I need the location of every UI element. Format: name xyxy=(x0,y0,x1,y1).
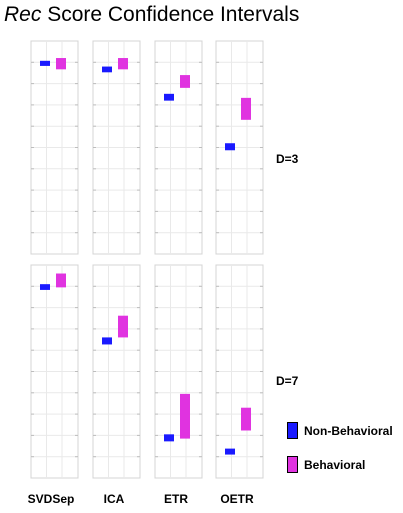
row-label-d7: D=7 xyxy=(276,374,299,388)
legend-label-nonbehavioral: Non-Behavioral xyxy=(304,423,393,438)
row-label-d3: D=3 xyxy=(276,152,299,166)
interval-bar-behavioral-oetr-d7 xyxy=(241,407,251,431)
col-label-svdsep: SVDSep xyxy=(27,492,75,506)
chart-title: Rec Score Confidence Intervals xyxy=(4,3,299,27)
interval-bar-behavioral-ica-d7 xyxy=(118,315,128,338)
interval-bar-nonbehavioral-svdsep-d3 xyxy=(40,60,50,66)
interval-bar-nonbehavioral-etr-d7 xyxy=(164,434,174,442)
chart-title-rest: Score Confidence Intervals xyxy=(41,3,300,26)
interval-bar-behavioral-etr-d7 xyxy=(180,393,190,439)
legend-swatch-nonbehavioral xyxy=(287,422,298,439)
col-label-oetr: OETR xyxy=(220,492,254,506)
chart-title-italic: Rec xyxy=(4,3,42,26)
col-label-etr: ETR xyxy=(164,492,188,506)
interval-bar-nonbehavioral-oetr-d3 xyxy=(225,143,235,151)
interval-bar-nonbehavioral-svdsep-d7 xyxy=(40,284,50,290)
interval-bar-nonbehavioral-ica-d7 xyxy=(102,337,112,345)
legend-swatch-behavioral xyxy=(287,456,298,473)
interval-bar-nonbehavioral-ica-d3 xyxy=(102,66,112,73)
interval-bar-behavioral-svdsep-d3 xyxy=(56,58,66,70)
interval-bar-nonbehavioral-oetr-d7 xyxy=(225,448,235,455)
interval-bar-behavioral-etr-d3 xyxy=(180,75,190,88)
col-label-ica: ICA xyxy=(103,492,125,506)
interval-bar-behavioral-oetr-d3 xyxy=(241,97,251,120)
interval-bar-behavioral-ica-d3 xyxy=(118,58,128,70)
legend-item-nonbehavioral: Non-Behavioral xyxy=(287,422,393,439)
interval-bar-behavioral-svdsep-d7 xyxy=(56,273,66,288)
legend-item-behavioral: Behavioral xyxy=(287,456,365,473)
legend-label-behavioral: Behavioral xyxy=(304,457,366,472)
interval-bar-nonbehavioral-etr-d3 xyxy=(164,93,174,101)
